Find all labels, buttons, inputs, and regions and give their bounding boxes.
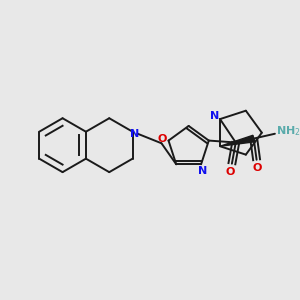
- Text: N: N: [210, 111, 219, 121]
- Polygon shape: [220, 135, 254, 146]
- Text: O: O: [157, 134, 167, 144]
- Text: O: O: [225, 167, 235, 177]
- Text: N: N: [198, 166, 208, 176]
- Text: N: N: [130, 129, 139, 139]
- Text: O: O: [253, 164, 262, 173]
- Text: NH$_2$: NH$_2$: [276, 124, 300, 138]
